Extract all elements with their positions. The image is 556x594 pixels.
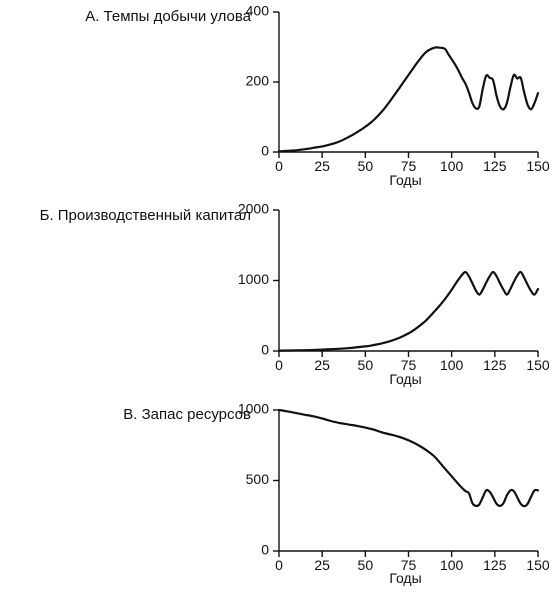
x-tick-label: 150 bbox=[526, 557, 550, 573]
series-line-1 bbox=[277, 46, 540, 153]
x-tick-label: 100 bbox=[440, 357, 464, 373]
y-tick-label: 0 bbox=[261, 542, 269, 558]
x-tick-label: 75 bbox=[401, 357, 417, 373]
x-tick-label: 125 bbox=[483, 357, 507, 373]
x-tick-label: 125 bbox=[483, 158, 507, 174]
chart-panel-1: А. Темпы добычи улова 0 200 400 0 25 50 75 100 12… bbox=[85, 3, 550, 188]
x-tick-label: 125 bbox=[483, 557, 507, 573]
series-line-1 bbox=[277, 270, 540, 352]
x-tick-label: 0 bbox=[275, 557, 283, 573]
x-tick-label: 150 bbox=[526, 158, 550, 174]
x-tick-label: 50 bbox=[358, 557, 374, 573]
x-tick-label: 25 bbox=[314, 557, 330, 573]
x-tick-label: 0 bbox=[275, 357, 283, 373]
y-tick-label: 1000 bbox=[238, 401, 269, 417]
x-axis-label: Годы bbox=[389, 172, 421, 188]
chart-title: В. Запас ресурсов bbox=[123, 406, 251, 423]
x-axis-label: Годы bbox=[389, 570, 421, 586]
x-tick-label: 75 bbox=[401, 557, 417, 573]
chart-title: Б. Производственный капитал bbox=[40, 207, 251, 224]
x-axis-label: Годы bbox=[389, 371, 421, 387]
x-tick-label: 150 bbox=[526, 357, 550, 373]
y-tick-label: 500 bbox=[246, 471, 270, 487]
y-tick-label: 2000 bbox=[238, 201, 269, 217]
x-tick-label: 100 bbox=[440, 158, 464, 174]
chart-panel-3: В. Запас ресурсов 0 500 1000 0 25 50 75 100 125 15… bbox=[123, 401, 550, 586]
y-tick-label: 400 bbox=[246, 3, 270, 19]
y-tick-label: 0 bbox=[261, 143, 269, 159]
y-tick-label: 200 bbox=[246, 73, 270, 89]
x-tick-label: 0 bbox=[275, 158, 283, 174]
x-tick-label: 25 bbox=[314, 158, 330, 174]
series-line-1 bbox=[277, 408, 540, 508]
y-tick-label: 0 bbox=[261, 342, 269, 358]
x-tick-label: 25 bbox=[314, 357, 330, 373]
chart-panel-2: Б. Производственный капитал 0 1000 2000 0 25 5… bbox=[40, 201, 550, 387]
y-tick-label: 1000 bbox=[238, 271, 269, 287]
chart-title: А. Темпы добычи улова bbox=[85, 8, 251, 25]
x-tick-label: 50 bbox=[358, 158, 374, 174]
x-tick-label: 50 bbox=[358, 357, 374, 373]
x-tick-label: 75 bbox=[401, 158, 417, 174]
x-tick-label: 100 bbox=[440, 557, 464, 573]
